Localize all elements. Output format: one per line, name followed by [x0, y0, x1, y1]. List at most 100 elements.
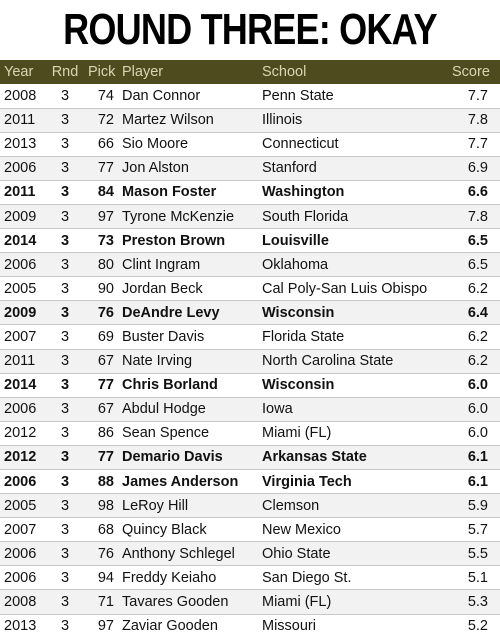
- cell-year: 2011: [4, 184, 36, 201]
- column-header-player: Player: [122, 64, 164, 80]
- cell-school: Oklahoma: [262, 256, 329, 273]
- cell-pick: 97: [97, 208, 114, 225]
- cell-year: 2009: [4, 208, 37, 225]
- cell-score: 7.8: [467, 208, 488, 225]
- cell-rnd: 3: [60, 618, 70, 635]
- table-row: 2014 3 77 Chris Borland Wisconsin 6.0: [0, 373, 500, 398]
- cell-rnd: 3: [60, 377, 70, 394]
- cell-rnd: 3: [60, 136, 70, 153]
- cell-player: Sean Spence: [122, 425, 210, 442]
- draft-picks-table: Year Rnd Pick Player School Score 2008 3 7…: [0, 60, 500, 638]
- cell-score: 6.6: [467, 184, 488, 201]
- table-row: 2008 3 71 Tavares Gooden Miami (FL) 5.3: [0, 589, 500, 615]
- cell-pick: 97: [97, 618, 114, 635]
- cell-pick: 77: [97, 377, 114, 394]
- cell-rnd: 3: [60, 449, 70, 466]
- cell-player: Anthony Schlegel: [122, 545, 235, 562]
- cell-score: 6.5: [467, 232, 488, 249]
- cell-school: Cal Poly-San Luis Obispo: [262, 280, 428, 297]
- cell-pick: 67: [97, 401, 114, 418]
- cell-player: Jon Alston: [122, 160, 189, 177]
- cell-player: Tyrone McKenzie: [122, 208, 235, 225]
- cell-rnd: 3: [60, 545, 70, 562]
- cell-pick: 66: [97, 136, 114, 153]
- cell-pick: 88: [97, 473, 114, 490]
- cell-year: 2006: [4, 545, 37, 562]
- cell-year: 2012: [4, 425, 37, 442]
- cell-score: 6.2: [467, 353, 488, 370]
- cell-player: Dan Connor: [122, 87, 201, 104]
- table-body: 2008 3 74 Dan Connor Penn State 7.7 2011 3 72 Mar…: [0, 84, 500, 638]
- table-row: 2011 3 72 Martez Wilson Illinois 7.8: [0, 108, 500, 133]
- cell-school: San Diego St.: [262, 569, 352, 586]
- column-header-year: Year: [4, 64, 34, 80]
- cell-school: Connecticut: [262, 136, 339, 153]
- cell-player: Preston Brown: [122, 232, 226, 249]
- cell-school: Ohio State: [262, 545, 331, 562]
- table-row: 2008 3 74 Dan Connor Penn State 7.7: [0, 84, 500, 109]
- cell-pick: 74: [97, 87, 114, 104]
- cell-player: Clint Ingram: [122, 256, 201, 273]
- cell-year: 2009: [4, 304, 37, 321]
- cell-score: 6.1: [467, 449, 488, 466]
- table-row: 2013 3 66 Sio Moore Connecticut 7.7: [0, 132, 500, 157]
- cell-rnd: 3: [60, 232, 70, 249]
- cell-pick: 73: [97, 232, 114, 249]
- cell-school: Penn State: [262, 87, 334, 104]
- cell-score: 6.1: [467, 473, 488, 490]
- cell-pick: 76: [97, 304, 114, 321]
- page-title: ROUND THREE: OKAY: [63, 5, 437, 54]
- cell-year: 2012: [4, 449, 37, 466]
- column-header-school: School: [262, 64, 307, 80]
- cell-pick: 76: [97, 545, 114, 562]
- cell-rnd: 3: [60, 304, 70, 321]
- cell-player: Abdul Hodge: [122, 401, 206, 418]
- cell-rnd: 3: [60, 353, 70, 370]
- cell-score: 7.8: [467, 112, 488, 129]
- cell-rnd: 3: [60, 208, 70, 225]
- cell-rnd: 3: [60, 569, 70, 586]
- cell-school: Illinois: [262, 112, 303, 129]
- cell-rnd: 3: [60, 87, 70, 104]
- cell-player: Zaviar Gooden: [122, 618, 218, 635]
- cell-year: 2008: [4, 594, 37, 611]
- cell-school: Florida State: [262, 328, 345, 345]
- cell-score: 6.0: [467, 401, 488, 418]
- table-row: 2007 3 68 Quincy Black New Mexico 5.7: [0, 518, 500, 542]
- cell-school: Wisconsin: [262, 304, 335, 321]
- cell-score: 6.2: [467, 280, 488, 297]
- cell-pick: 77: [97, 160, 114, 177]
- cell-score: 6.5: [467, 256, 488, 273]
- cell-player: DeAndre Levy: [122, 304, 220, 321]
- cell-pick: 69: [97, 328, 114, 345]
- table-row: 2005 3 98 LeRoy Hill Clemson 5.9: [0, 493, 500, 518]
- cell-year: 2007: [4, 328, 37, 345]
- cell-rnd: 3: [60, 521, 70, 538]
- cell-score: 6.4: [467, 304, 488, 321]
- cell-pick: 68: [97, 521, 114, 538]
- cell-year: 2014: [4, 377, 37, 394]
- cell-rnd: 3: [60, 497, 70, 514]
- cell-score: 7.7: [467, 136, 488, 153]
- cell-player: Demario Davis: [122, 449, 223, 466]
- cell-score: 6.0: [467, 377, 488, 394]
- cell-rnd: 3: [60, 184, 70, 201]
- cell-score: 6.9: [467, 160, 488, 177]
- cell-score: 5.5: [467, 545, 488, 562]
- table-row: 2012 3 77 Demario Davis Arkansas State 6.1: [0, 445, 500, 470]
- cell-player: Mason Foster: [122, 184, 217, 201]
- cell-school: New Mexico: [262, 521, 341, 538]
- table-row: 2009 3 97 Tyrone McKenzie South Florida 7.8: [0, 204, 500, 229]
- cell-score: 6.0: [467, 425, 488, 442]
- table-row: 2009 3 76 DeAndre Levy Wisconsin 6.4: [0, 300, 500, 325]
- cell-player: Quincy Black: [122, 521, 207, 538]
- cell-school: Miami (FL): [262, 425, 332, 442]
- cell-pick: 77: [97, 449, 114, 466]
- cell-rnd: 3: [60, 473, 70, 490]
- cell-score: 5.9: [467, 497, 488, 514]
- cell-school: Miami (FL): [262, 594, 332, 611]
- cell-rnd: 3: [60, 401, 70, 418]
- cell-year: 2006: [4, 473, 37, 490]
- cell-player: James Anderson: [122, 473, 239, 490]
- cell-rnd: 3: [60, 280, 70, 297]
